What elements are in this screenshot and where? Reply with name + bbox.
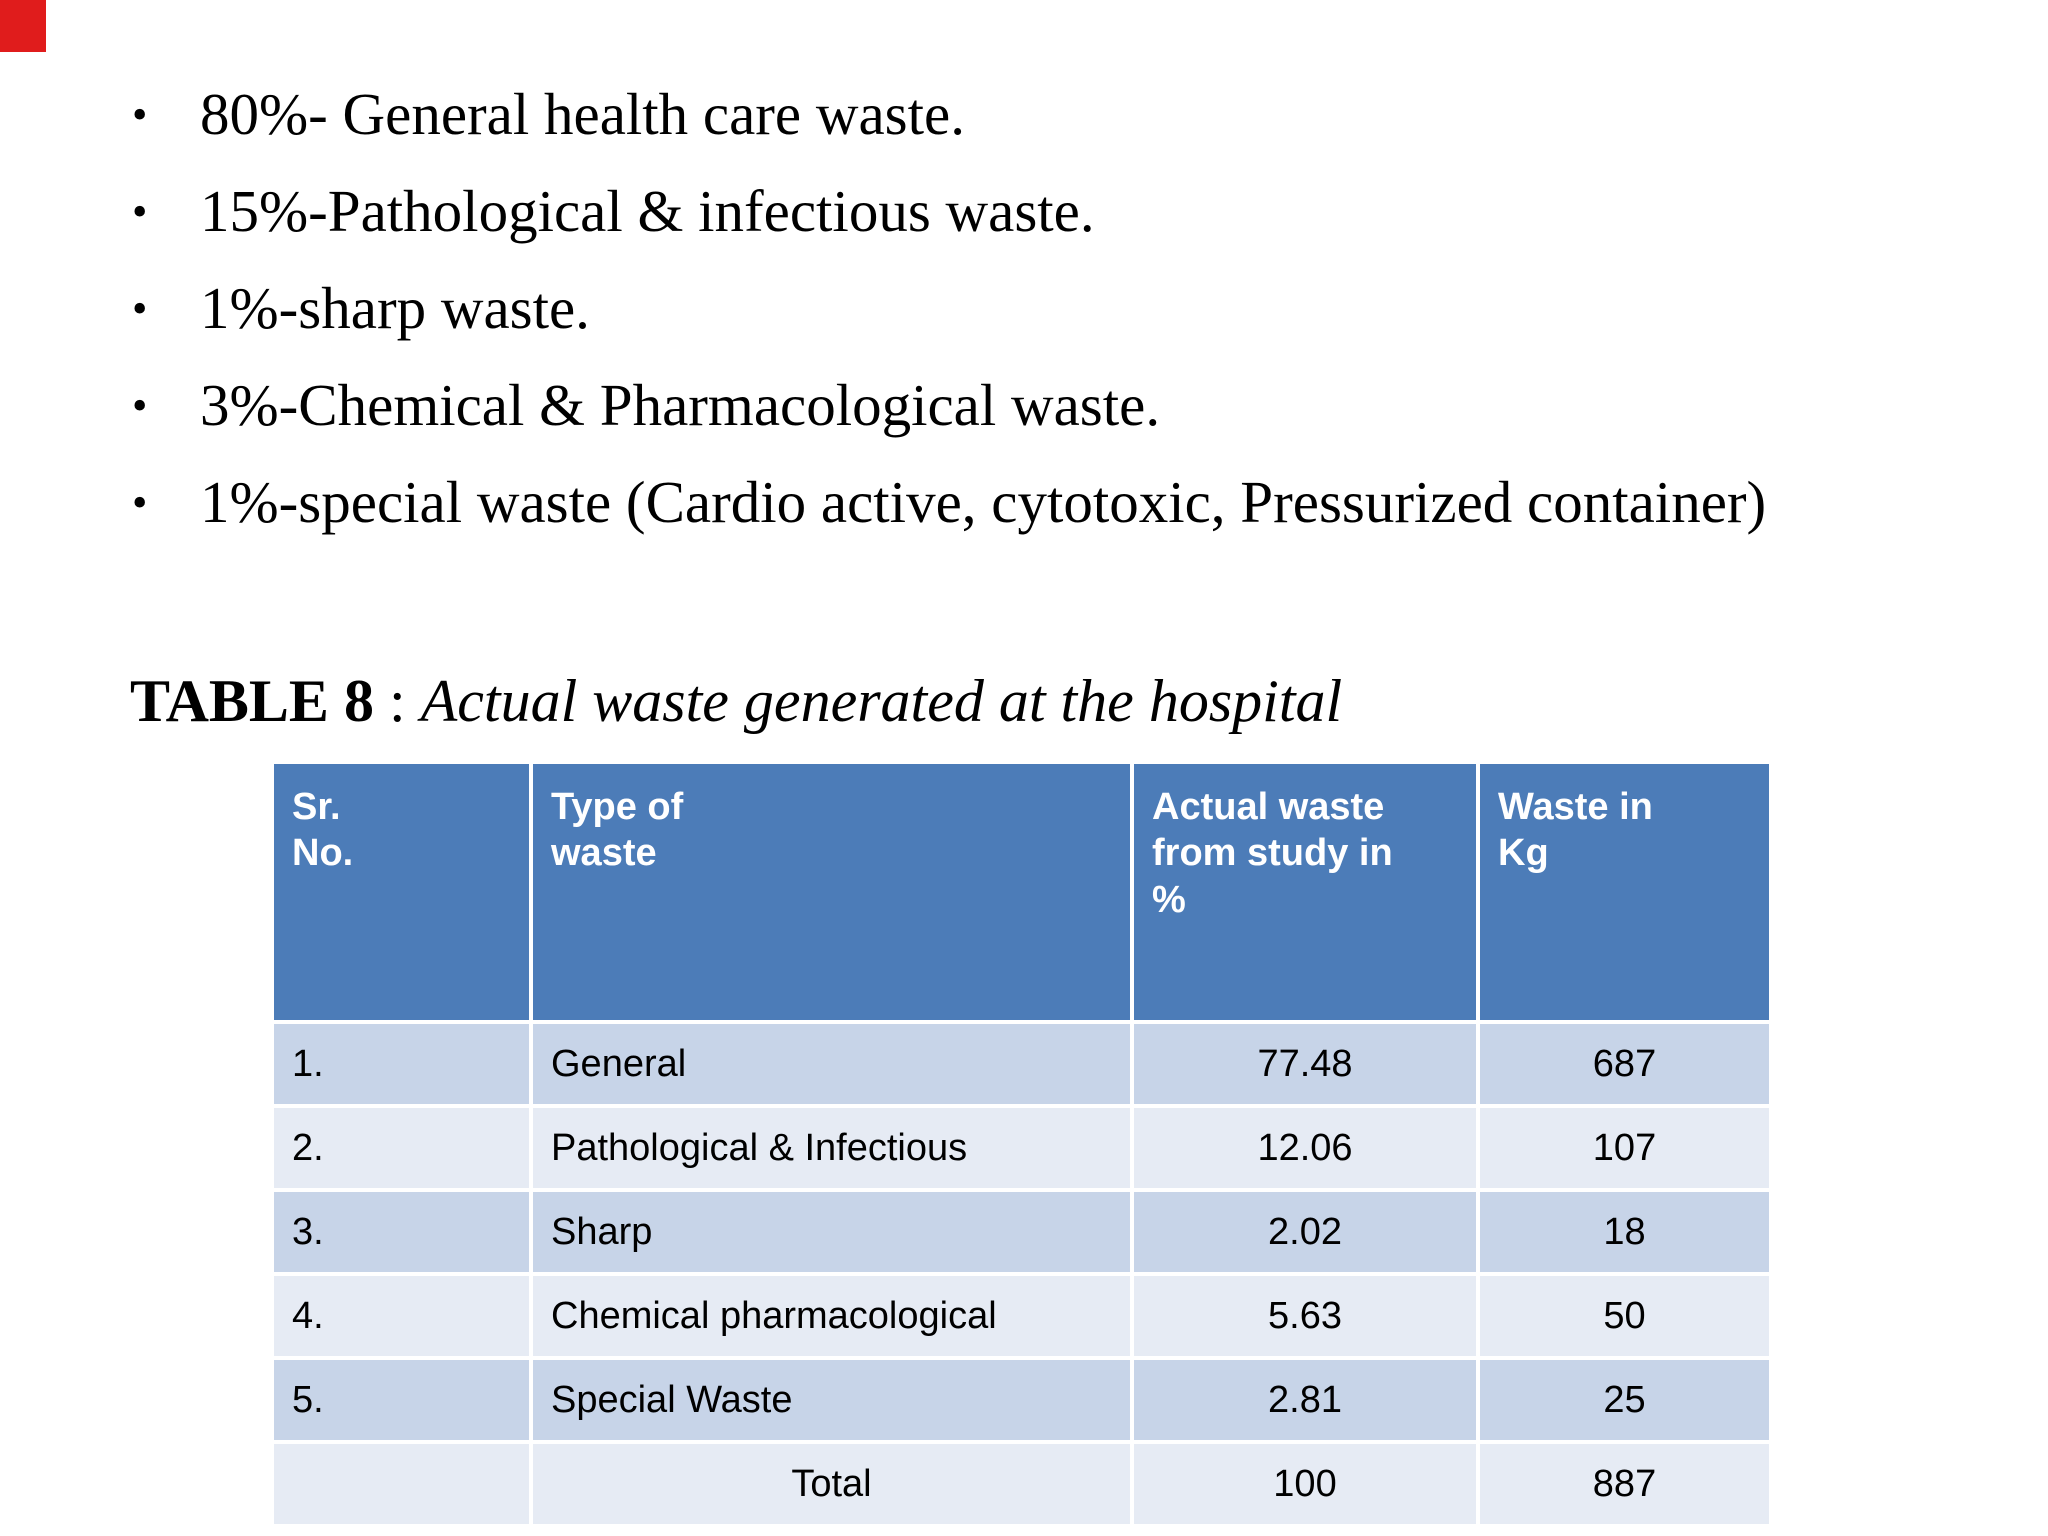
cell-actual-waste-pct: 100 [1134,1444,1476,1524]
bullet-item: • 1%-sharp waste. [132,260,1782,357]
cell-actual-waste-pct: 12.06 [1134,1108,1476,1188]
cell-actual-waste-pct: 2.02 [1134,1192,1476,1272]
column-header-sr-no: Sr. No. [274,764,529,1020]
bullet-text: 1%-sharp waste. [200,275,590,341]
bullet-marker-icon: • [132,478,148,527]
bullet-marker-icon: • [132,90,148,139]
cell-sr-no: 2. [274,1108,529,1188]
table-caption: TABLE 8 : Actual waste generated at the … [130,656,1342,746]
column-header-actual-waste-pct: Actual waste from study in % [1134,764,1476,1020]
cell-sr-no: 1. [274,1024,529,1104]
cell-sr-no [274,1444,529,1524]
bullet-marker-icon: • [132,381,148,430]
bullet-marker-icon: • [132,187,148,236]
cell-waste-in-kg: 18 [1480,1192,1769,1272]
cell-type-of-waste: Special Waste [533,1360,1130,1440]
cell-actual-waste-pct: 2.81 [1134,1360,1476,1440]
table-caption-title: Actual waste generated at the hospital [420,668,1343,734]
cell-waste-in-kg: 25 [1480,1360,1769,1440]
cell-waste-in-kg: 687 [1480,1024,1769,1104]
cell-sr-no: 4. [274,1276,529,1356]
cell-type-of-waste: General [533,1024,1130,1104]
cell-type-of-waste: Pathological & Infectious [533,1108,1130,1188]
cell-type-of-waste: Chemical pharmacological [533,1276,1130,1356]
cell-actual-waste-pct: 77.48 [1134,1024,1476,1104]
bullet-list: • 80%- General health care waste. • 15%-… [132,66,1782,551]
bullet-text: 15%-Pathological & infectious waste. [200,178,1095,244]
bullet-text: 80%- General health care waste. [200,81,965,147]
cell-waste-in-kg: 50 [1480,1276,1769,1356]
cell-type-of-waste: Sharp [533,1192,1130,1272]
column-header-type-of-waste: Type of waste [533,764,1130,1020]
bullet-item: • 15%-Pathological & infectious waste. [132,163,1782,260]
waste-table: Sr. No. Type of waste Actual waste from … [274,764,1769,1524]
cell-sr-no: 5. [274,1360,529,1440]
table-caption-label: TABLE 8 [130,668,374,734]
cell-waste-in-kg: 107 [1480,1108,1769,1188]
red-corner-mark [0,0,46,52]
cell-sr-no: 3. [274,1192,529,1272]
column-header-waste-in-kg: Waste in Kg [1480,764,1769,1020]
cell-waste-in-kg: 887 [1480,1444,1769,1524]
table-caption-separator: : [373,668,421,734]
bullet-text: 1%-special waste (Cardio active, cytotox… [200,469,1767,535]
cell-total-label: Total [533,1444,1130,1524]
bullet-item: • 3%-Chemical & Pharmacological waste. [132,357,1782,454]
bullet-marker-icon: • [132,284,148,333]
bullet-item: • 1%-special waste (Cardio active, cytot… [132,454,1782,551]
cell-actual-waste-pct: 5.63 [1134,1276,1476,1356]
bullet-text: 3%-Chemical & Pharmacological waste. [200,372,1161,438]
bullet-item: • 80%- General health care waste. [132,66,1782,163]
